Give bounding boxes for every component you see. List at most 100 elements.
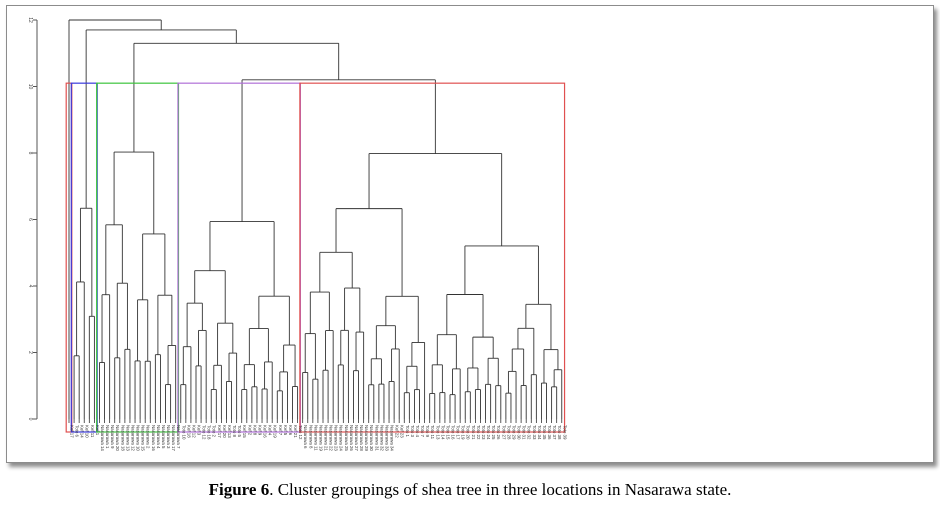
- leaf-label: Kef 17: [70, 425, 75, 438]
- leaf-label: Nasarawa 18: [120, 425, 125, 451]
- leaf-label: Toto 28: [506, 425, 511, 440]
- leaf-label: Toto 8: [232, 425, 237, 438]
- leaf-label: Nasarawa 16: [151, 425, 156, 451]
- leaf-label: Kef 9: [257, 425, 262, 436]
- leaf-label: Nasarawa 22: [329, 425, 334, 451]
- leaf-label: Nasarawa 1: [105, 425, 110, 449]
- leaf-label: Nasarawa 9: [110, 425, 115, 449]
- leaf-label: Kef 1: [95, 425, 100, 436]
- leaf-label: Nasarawa 8: [308, 425, 313, 449]
- cluster-boxes: [65, 82, 566, 433]
- leaf-label: Toto 7: [420, 425, 425, 438]
- leaf-label: Kef 11: [90, 425, 95, 438]
- leaf-label: Kef 19: [273, 425, 278, 438]
- leaf-label: Toto 33: [532, 425, 537, 440]
- leaf-label: Toto 23: [481, 425, 486, 440]
- leaf-label: Toto 13: [435, 425, 440, 440]
- leaf-label: Nasarawa 13: [125, 425, 130, 451]
- leaf-label: Toto 19: [461, 425, 466, 440]
- leaf-label: Toto 14: [440, 425, 445, 440]
- dendrogram-tree: [68, 19, 563, 423]
- leaf-labels: Kef 17 Toto 6 Kef 14 Kef 10 Kef 11 Kef 1 Nasar…: [70, 425, 568, 451]
- leaf-label: Nasarawa 20: [115, 425, 120, 451]
- leaf-label: Toto 22: [476, 425, 481, 440]
- figure-frame: 0 2 4 6 8 10 12 Kef 17 Toto 6 Kef 14 Kef 10 Kef 11…: [6, 5, 934, 463]
- leaf-label: Toto 12: [202, 425, 207, 440]
- leaf-label: Nasarawa 2: [146, 425, 151, 449]
- leaf-label: Toto 35: [542, 425, 547, 440]
- leaf-label: Toto 5: [237, 425, 242, 438]
- leaf-label: Kef 12: [191, 425, 196, 438]
- leaf-label: Kef 20: [222, 425, 227, 438]
- leaf-label: Toto 11: [430, 425, 435, 440]
- leaf-label: Nasarawa 17: [171, 425, 176, 451]
- leaf-label: Nasarawa 25: [344, 425, 349, 451]
- leaf-label: Toto 36: [547, 425, 552, 440]
- leaf-label: Kef 10: [85, 425, 90, 438]
- leaf-label: Toto 6: [75, 425, 80, 438]
- leaf-label: Toto 32: [527, 425, 532, 440]
- leaf-label: Nasarawa 6: [303, 425, 308, 449]
- leaf-label: Kef 13: [227, 425, 232, 438]
- leaf-label: Kef 21: [293, 425, 298, 438]
- leaf-label: Toto 37: [552, 425, 557, 440]
- figure-caption-text: . Cluster groupings of shea tree in thre…: [269, 480, 732, 499]
- leaf-label: Kef 4: [268, 425, 273, 436]
- leaf-label: Nasarawa 5: [161, 425, 166, 449]
- leaf-label: Kef 14: [80, 425, 85, 438]
- leaf-label: Nasarawa 3: [166, 425, 171, 449]
- leaf-label: Toto 1: [405, 425, 410, 438]
- leaf-label: Nasarawa 11: [313, 425, 318, 451]
- leaf-label: Toto 4: [415, 425, 420, 438]
- leaf-label: Toto 15: [445, 425, 450, 440]
- y-axis: 0 2 4 6 8 10 12: [27, 17, 38, 421]
- leaf-label: Nasarawa 32: [379, 425, 384, 451]
- y-tick-label: 8: [27, 152, 33, 155]
- y-tick-label: 12: [27, 17, 33, 23]
- cluster-box: [96, 82, 180, 433]
- leaf-label: Nasarawa 21: [324, 425, 329, 451]
- cluster-box: [299, 82, 566, 433]
- leaf-label: Nasarawa 33: [384, 425, 389, 451]
- leaf-label: Toto 25: [491, 425, 496, 440]
- leaf-label: Nasarawa 28: [359, 425, 364, 451]
- leaf-label: Toto 39: [562, 425, 567, 440]
- leaf-label: Kef 2: [247, 425, 252, 436]
- leaf-label: Toto 12: [298, 425, 303, 440]
- leaf-label: Nasarawa 7: [176, 425, 181, 449]
- leaf-label: Toto 38: [557, 425, 562, 440]
- leaf-label: Kef 7: [278, 425, 283, 436]
- leaf-label: Toto 26: [496, 425, 501, 440]
- leaf-label: Toto 18: [207, 425, 212, 440]
- leaf-label: Kef 22: [395, 425, 400, 438]
- leaf-label: Toto 34: [537, 425, 542, 440]
- leaf-label: Kef 17: [217, 425, 222, 438]
- leaf-label: Toto 27: [501, 425, 506, 440]
- leaf-label: Nasarawa 23: [334, 425, 339, 451]
- leaf-label: Nasarawa 12: [130, 425, 135, 451]
- leaf-label: Nasarawa 14: [100, 425, 105, 451]
- leaf-label: Toto 31: [522, 425, 527, 440]
- y-tick-label: 6: [27, 218, 33, 221]
- y-tick-label: 4: [27, 285, 33, 288]
- leaf-label: Nasarawa 31: [374, 425, 379, 451]
- leaf-label: Toto 20: [466, 425, 471, 440]
- leaf-label: Toto 16: [451, 425, 456, 440]
- leaf-label: Nasarawa 15: [141, 425, 146, 451]
- leaf-label: Toto 2: [212, 425, 217, 438]
- leaf-label: Kef 5: [283, 425, 288, 436]
- leaf-label: Toto 17: [456, 425, 461, 440]
- leaf-label: Nasarawa 24: [339, 425, 344, 451]
- leaf-label: Kef 18: [186, 425, 191, 438]
- leaf-label: Nasarawa 26: [349, 425, 354, 451]
- leaf-label: Nasarawa 29: [364, 425, 369, 451]
- y-tick-label: 10: [27, 84, 33, 90]
- leaf-label: Toto 10: [181, 425, 186, 440]
- leaf-label: Kef 16: [263, 425, 268, 438]
- leaf-label: Kef 15: [242, 425, 247, 438]
- leaf-label: Toto 24: [486, 425, 491, 440]
- figure-label: Figure 6: [208, 480, 270, 499]
- leaf-label: Nasarawa 19: [318, 425, 323, 451]
- leaf-label: Toto 29: [511, 425, 516, 440]
